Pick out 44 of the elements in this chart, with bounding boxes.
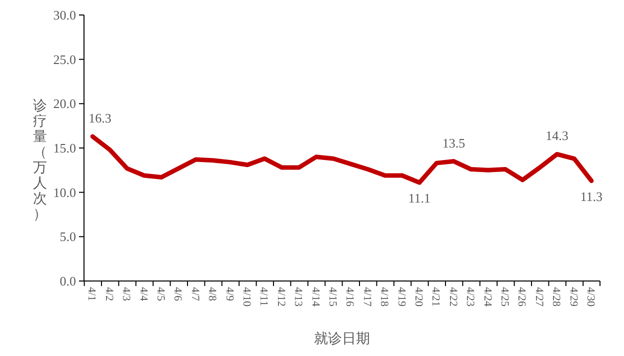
- x-tick-label: 4/26: [516, 287, 528, 308]
- x-tick-label: 4/3: [120, 287, 132, 302]
- x-tick-label: 4/1: [86, 287, 98, 302]
- x-tick-label: 4/6: [172, 287, 184, 302]
- x-tick-label: 4/4: [137, 287, 150, 302]
- x-tick-label: 4/29: [567, 287, 580, 308]
- x-tick-label: 4/5: [154, 287, 167, 302]
- y-tick-label: 25.0: [53, 52, 76, 67]
- y-tick-label: 20.0: [53, 96, 76, 112]
- x-tick-label: 4/12: [274, 287, 287, 307]
- x-tick-label: 4/13: [292, 287, 304, 308]
- x-tick-label: 4/28: [550, 287, 562, 308]
- annotation: 11.3: [580, 188, 603, 204]
- x-tick-label: 4/24: [481, 287, 494, 308]
- x-tick-label: 4/7: [188, 287, 201, 302]
- annotation: 11.1: [408, 190, 431, 206]
- x-tick-label: 4/2: [102, 287, 115, 302]
- annotation: 16.3: [88, 110, 112, 126]
- y-tick-label: 5.0: [60, 229, 76, 244]
- annotation: 13.5: [442, 135, 466, 150]
- x-tick-label: 4/14: [309, 287, 322, 308]
- x-tick-label: 4/18: [378, 287, 390, 308]
- x-tick-label: 4/17: [360, 287, 373, 308]
- x-tick-label: 4/19: [395, 287, 408, 308]
- x-tick-label: 4/22: [446, 287, 459, 307]
- y-tick-label: 15.0: [53, 140, 76, 156]
- y-tick-label: 0.0: [60, 274, 76, 289]
- x-tick-label: 4/11: [258, 287, 270, 306]
- x-tick-label: 4/15: [326, 287, 339, 308]
- x-tick-label: 4/10: [240, 287, 253, 308]
- y-tick-label: 10.0: [53, 184, 76, 200]
- y-tick-label: 30.0: [53, 8, 76, 23]
- x-tick-label: 4/30: [584, 287, 597, 308]
- x-tick-label: 4/27: [532, 287, 545, 308]
- annotation: 14.3: [546, 128, 568, 144]
- x-tick-label: 4/23: [464, 287, 476, 308]
- x-axis-title: 就诊日期: [314, 331, 370, 347]
- x-tick-label: 4/21: [430, 287, 442, 307]
- x-tick-label: 4/9: [223, 287, 236, 302]
- x-tick-label: 4/25: [498, 287, 511, 308]
- y-axis-title: 诊疗量（万人次）: [33, 98, 47, 222]
- x-tick-label: 4/16: [344, 287, 356, 308]
- x-tick-label: 4/8: [206, 287, 218, 302]
- x-tick-label: 4/20: [412, 287, 425, 308]
